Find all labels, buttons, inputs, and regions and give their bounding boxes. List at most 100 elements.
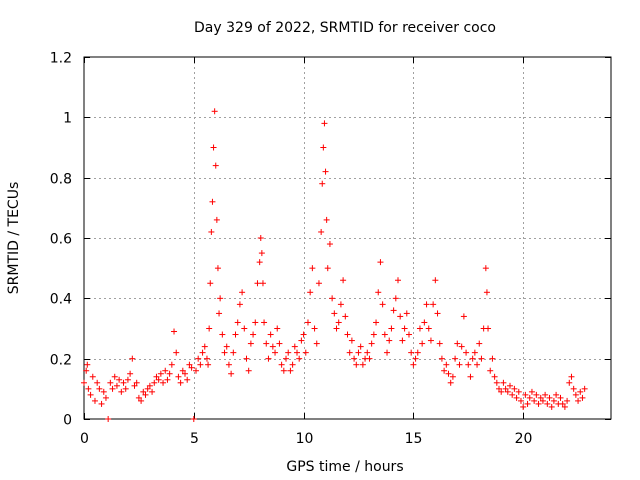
data-point <box>144 385 151 392</box>
data-point <box>201 343 208 350</box>
data-point <box>102 394 109 401</box>
data-point <box>129 355 136 362</box>
data-point <box>346 349 353 356</box>
data-point <box>211 108 218 115</box>
data-point <box>445 370 452 377</box>
data-point <box>283 355 290 362</box>
data-point <box>471 349 478 356</box>
data-point <box>386 337 393 344</box>
data-point <box>307 289 314 296</box>
data-point <box>572 391 579 398</box>
data-point <box>168 361 175 368</box>
data-point <box>463 349 470 356</box>
data-point <box>320 144 327 151</box>
x-axis-label: GPS time / hours <box>286 459 403 475</box>
data-point <box>184 376 191 383</box>
data-point <box>162 367 169 374</box>
y-tick-label: 1 <box>63 111 72 127</box>
data-point <box>577 388 584 395</box>
data-point <box>397 313 404 320</box>
data-point <box>399 337 406 344</box>
data-point <box>425 325 432 332</box>
data-point <box>269 343 276 350</box>
data-point <box>230 349 237 356</box>
data-point <box>319 180 326 187</box>
data-point <box>493 379 500 386</box>
data-point <box>81 379 87 386</box>
data-point <box>151 379 158 386</box>
data-point <box>243 355 250 362</box>
data-point <box>489 355 496 362</box>
data-point <box>458 343 465 350</box>
data-point <box>504 388 511 395</box>
data-point <box>105 416 112 422</box>
data-point <box>177 379 184 386</box>
data-point <box>228 370 235 377</box>
data-point <box>410 361 417 368</box>
data-point <box>197 361 204 368</box>
data-point <box>207 280 214 287</box>
data-point <box>278 361 285 368</box>
data-point <box>375 289 382 296</box>
y-tick-label: 0.6 <box>50 232 72 248</box>
data-point <box>335 319 342 326</box>
data-point <box>496 385 503 392</box>
data-point <box>232 331 239 338</box>
data-point <box>118 388 125 395</box>
data-point <box>209 198 216 205</box>
data-point <box>323 216 330 223</box>
data-point <box>116 376 123 383</box>
data-point <box>427 337 434 344</box>
data-point <box>454 340 461 347</box>
y-tick-label: 0 <box>63 413 72 429</box>
data-point <box>216 310 223 317</box>
data-point <box>390 307 397 314</box>
data-point <box>91 397 98 404</box>
data-point <box>487 367 494 374</box>
data-point <box>542 391 549 398</box>
data-point <box>166 370 173 377</box>
data-point <box>381 331 388 338</box>
data-point <box>344 331 351 338</box>
data-point <box>579 394 586 401</box>
data-point <box>239 289 246 296</box>
data-point <box>247 340 254 347</box>
data-point <box>478 355 485 362</box>
data-point <box>324 265 331 272</box>
data-point <box>131 382 138 389</box>
data-point <box>254 280 261 287</box>
data-point <box>359 361 366 368</box>
data-point <box>340 277 347 284</box>
data-point <box>309 265 316 272</box>
data-point <box>511 385 518 392</box>
data-point <box>84 361 91 368</box>
data-point <box>502 385 509 392</box>
data-point <box>272 349 279 356</box>
data-point <box>212 162 219 169</box>
data-point <box>291 343 298 350</box>
data-point <box>250 331 257 338</box>
data-point <box>100 388 107 395</box>
data-point <box>326 241 333 248</box>
data-point <box>500 379 507 386</box>
data-point <box>456 361 463 368</box>
data-point <box>138 397 145 404</box>
data-point <box>135 394 142 401</box>
data-point <box>133 379 140 386</box>
data-point <box>322 168 329 175</box>
data-point <box>377 259 384 266</box>
data-point <box>443 361 450 368</box>
data-point <box>513 394 520 401</box>
data-point <box>506 382 513 389</box>
data-point <box>544 400 551 407</box>
data-point <box>289 361 296 368</box>
data-point <box>208 228 215 235</box>
data-point <box>482 265 489 272</box>
data-point <box>321 120 328 127</box>
data-point <box>258 250 265 257</box>
data-point <box>557 394 564 401</box>
data-point <box>483 289 490 296</box>
data-point <box>219 331 226 338</box>
data-point <box>257 235 264 241</box>
data-point <box>342 313 349 320</box>
